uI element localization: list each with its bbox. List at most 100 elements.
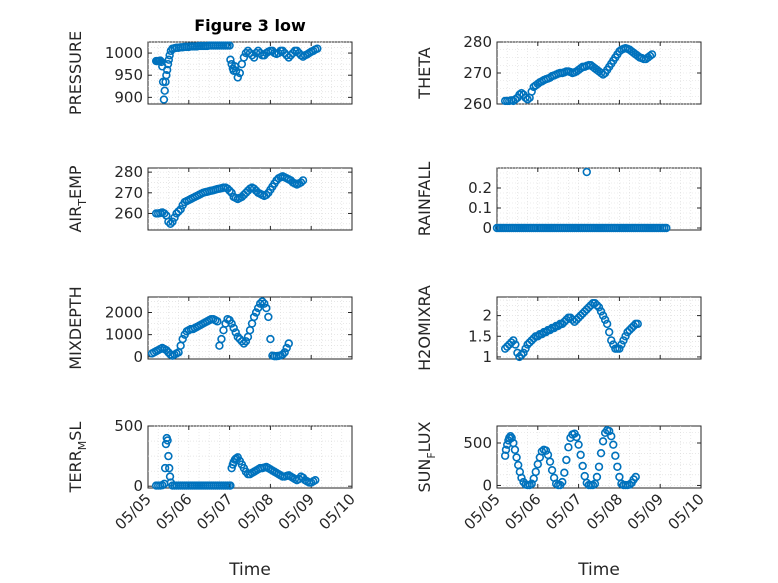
data-point: [541, 327, 551, 337]
data-point: [160, 209, 169, 218]
data-point: [631, 472, 640, 482]
data-point: [533, 332, 542, 341]
data-point: [645, 51, 655, 61]
data-point: [217, 334, 226, 344]
data-point: [604, 327, 614, 337]
data-point: [521, 93, 530, 103]
data-point: [253, 303, 263, 313]
data-point: [611, 451, 620, 460]
data-point: [517, 473, 526, 483]
data-point: [596, 448, 606, 458]
data-point: [165, 51, 174, 60]
data-point: [509, 336, 518, 345]
data-point: [266, 334, 275, 344]
data-point: [233, 332, 242, 342]
data-point: [523, 95, 532, 104]
data-point: [298, 176, 308, 185]
data-point: [596, 307, 606, 316]
data-point: [512, 453, 521, 462]
x-tick-label: 05/06: [501, 490, 544, 533]
data-point: [511, 95, 520, 104]
data-point: [258, 297, 267, 306]
series-points: [151, 172, 308, 229]
x-axis-label: Time: [228, 560, 271, 580]
data-point: [507, 433, 516, 443]
data-point: [251, 308, 261, 317]
data-point: [527, 479, 536, 488]
x-tick-label: 05/10: [665, 490, 708, 533]
data-point: [160, 86, 169, 95]
x-axis-label: Time: [577, 560, 620, 580]
data-point: [233, 73, 242, 82]
data-point: [545, 325, 555, 335]
data-point: [166, 219, 175, 229]
data-point: [517, 88, 526, 98]
data-point: [280, 348, 289, 357]
data-point: [619, 336, 628, 345]
data-point: [537, 330, 547, 339]
data-point: [560, 468, 569, 477]
data-point: [621, 332, 630, 341]
data-point: [625, 480, 634, 489]
data-point: [178, 334, 187, 344]
y-tick-label: 0: [482, 219, 492, 237]
data-point: [615, 344, 624, 353]
subplot-3: 260 270 280 AIRTEMP: [66, 163, 353, 233]
data-point: [286, 51, 295, 60]
x-tick-label: 05/05: [461, 490, 504, 533]
data-point: [176, 205, 185, 214]
subplot-5: 0 1000 2000 MIXDEPTH: [66, 286, 353, 370]
data-point: [607, 336, 616, 345]
data-point: [531, 467, 540, 477]
data-point: [547, 465, 557, 475]
y-axis-label: RAINFALL: [415, 162, 434, 237]
data-point: [159, 95, 169, 104]
y-axis-label: H2OMIXRA: [415, 285, 434, 371]
y-axis-label: AIRTEMP: [66, 165, 89, 232]
data-point: [510, 445, 520, 454]
y-axis-label: THETA: [415, 47, 434, 99]
data-point: [613, 462, 622, 471]
data-point: [160, 463, 170, 473]
data-point: [576, 450, 585, 460]
data-point: [226, 55, 235, 64]
subplot-2: 260 270 280 THETA: [415, 33, 702, 113]
data-point: [594, 303, 604, 312]
y-tick-label: 270: [463, 64, 492, 82]
data-point: [260, 299, 269, 308]
data-point: [296, 178, 306, 187]
data-point: [237, 337, 247, 346]
data-point: [256, 299, 265, 308]
y-tick-label: 500: [114, 417, 143, 435]
x-tick-label: 05/07: [542, 490, 585, 533]
x-tick-label: 05/06: [152, 490, 195, 533]
data-point: [602, 319, 612, 329]
y-tick-label: 1.5: [468, 327, 492, 345]
data-point: [163, 436, 172, 445]
series-points: [492, 167, 671, 233]
data-point: [517, 350, 526, 360]
series-points: [500, 426, 640, 490]
grid-lines: [497, 297, 701, 359]
y-axis-label: TERRMSL: [66, 422, 89, 494]
y-tick-label: 2000: [105, 304, 143, 322]
series-points: [500, 299, 642, 362]
data-point: [647, 50, 657, 59]
data-point: [572, 432, 581, 442]
y-tick-label: 500: [463, 434, 492, 452]
data-point: [264, 312, 273, 322]
data-point: [231, 328, 240, 337]
data-point: [227, 319, 236, 328]
data-point: [284, 53, 293, 62]
subplot-4: 0 0.1 0.2 RAINFALL: [415, 162, 702, 237]
data-point: [278, 46, 287, 56]
data-point: [253, 46, 263, 56]
x-tick-label: 05/08: [234, 490, 277, 533]
x-tick-label: 05/10: [316, 490, 359, 533]
data-point: [284, 339, 293, 348]
y-tick-label: 270: [114, 184, 143, 202]
y-tick-label: 0: [133, 477, 143, 495]
x-tick-label: 05/05: [112, 490, 155, 533]
data-point: [164, 217, 173, 226]
